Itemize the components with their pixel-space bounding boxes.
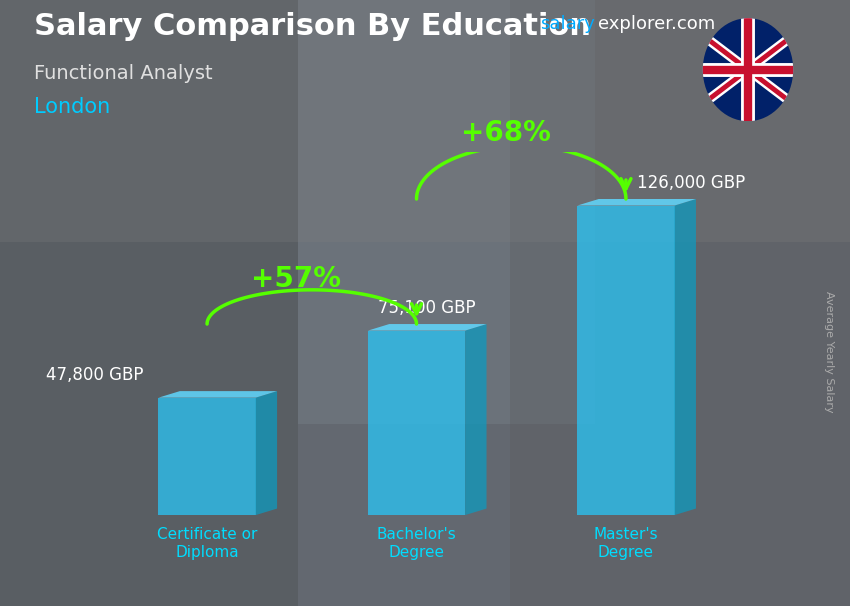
Text: salary: salary: [540, 15, 595, 33]
Polygon shape: [158, 391, 277, 398]
Text: 47,800 GBP: 47,800 GBP: [46, 366, 144, 384]
Text: London: London: [34, 97, 110, 117]
Text: Certificate or
Diploma: Certificate or Diploma: [157, 527, 258, 559]
Text: Bachelor's
Degree: Bachelor's Degree: [377, 527, 456, 559]
Text: 126,000 GBP: 126,000 GBP: [637, 174, 745, 191]
Polygon shape: [368, 331, 465, 515]
Text: explorer.com: explorer.com: [598, 15, 715, 33]
Text: +68%: +68%: [461, 119, 551, 147]
Polygon shape: [465, 324, 486, 515]
Polygon shape: [675, 199, 696, 515]
Polygon shape: [158, 398, 256, 515]
Text: +57%: +57%: [251, 265, 341, 293]
Bar: [510, 0, 850, 606]
Polygon shape: [368, 324, 486, 331]
Polygon shape: [577, 205, 675, 515]
Text: Salary Comparison By Education: Salary Comparison By Education: [34, 12, 591, 41]
Bar: [0, 0, 850, 242]
Polygon shape: [256, 391, 277, 515]
Bar: [298, 0, 595, 424]
Bar: [0, 0, 298, 606]
Text: Functional Analyst: Functional Analyst: [34, 64, 212, 82]
Text: Average Yearly Salary: Average Yearly Salary: [824, 291, 834, 412]
Text: Master's
Degree: Master's Degree: [593, 527, 658, 559]
Polygon shape: [577, 199, 696, 205]
Text: 75,100 GBP: 75,100 GBP: [378, 299, 476, 317]
